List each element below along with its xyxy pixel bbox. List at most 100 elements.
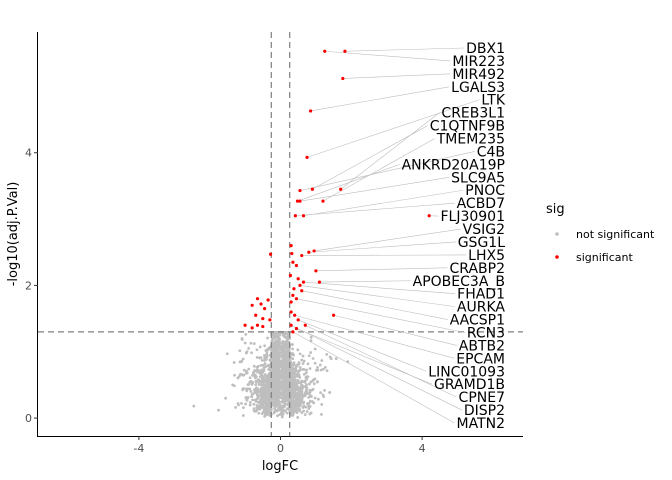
ns-point: [267, 381, 271, 385]
ns-point: [294, 366, 297, 370]
ns-point: [262, 380, 266, 384]
ns-point: [292, 370, 296, 373]
ns-point: [263, 356, 267, 360]
gene-label: ACBD7: [457, 196, 505, 212]
ns-point: [291, 413, 295, 416]
label-leader: [301, 254, 467, 256]
ns-point: [286, 343, 289, 347]
ns-point: [295, 364, 299, 368]
ns-point: [311, 379, 314, 383]
ns-point: [244, 402, 248, 406]
ns-point: [269, 379, 273, 382]
ns-point: [280, 376, 283, 380]
sig-point: [343, 49, 347, 53]
ns-point: [253, 369, 257, 372]
ns-point: [255, 348, 259, 352]
ns-point: [276, 364, 280, 368]
label-leader: [295, 202, 455, 217]
ns-point: [250, 392, 254, 396]
ns-point: [261, 399, 264, 403]
ns-point: [266, 336, 269, 340]
ns-point: [265, 384, 269, 388]
ns-point: [256, 400, 260, 404]
ns-point: [281, 351, 285, 355]
ns-point: [284, 362, 288, 366]
sig-point: [301, 280, 306, 284]
ns-point: [255, 408, 259, 411]
ns-point: [322, 367, 325, 371]
ns-point: [274, 395, 278, 399]
label-leader: [298, 319, 427, 372]
ns-point: [263, 389, 267, 392]
ns-point: [276, 414, 279, 418]
ns-point: [264, 358, 268, 361]
ns-point: [290, 401, 294, 405]
legend-key: [555, 255, 559, 259]
ns-point: [286, 379, 290, 383]
ns-point: [298, 366, 302, 369]
label-leader: [299, 177, 450, 202]
ns-point: [240, 360, 243, 364]
gene-label: APOBEC3A_B: [413, 274, 505, 290]
ns-point: [283, 371, 286, 375]
ns-point: [238, 349, 242, 353]
ns-point: [261, 393, 265, 397]
ns-point: [263, 415, 267, 418]
gene-label: C4B: [477, 144, 505, 160]
ns-point: [252, 409, 256, 412]
ns-point: [255, 355, 259, 359]
ns-point: [247, 383, 251, 386]
not-significant-points: [192, 331, 350, 419]
sig-point: [298, 188, 302, 193]
ns-point: [280, 415, 284, 419]
sig-point: [292, 287, 296, 291]
ns-point: [275, 335, 279, 339]
ns-point: [262, 408, 266, 411]
sig-point: [294, 297, 299, 301]
ns-point: [264, 391, 268, 395]
ns-point: [249, 341, 253, 345]
ns-point: [256, 370, 259, 374]
ns-point: [260, 358, 264, 362]
ns-point: [282, 365, 286, 369]
ns-point: [258, 356, 262, 360]
sig-point: [427, 214, 431, 218]
sig-point: [294, 263, 299, 268]
ns-point: [283, 359, 287, 363]
ns-point: [276, 402, 280, 406]
ns-point: [278, 396, 281, 400]
ns-point: [240, 337, 244, 340]
ns-point: [328, 355, 332, 359]
ns-point: [236, 402, 240, 405]
ns-point: [245, 389, 249, 393]
ns-point: [278, 340, 281, 344]
ns-point: [307, 354, 311, 358]
ns-point: [280, 411, 283, 415]
ns-point: [316, 366, 319, 369]
ns-point: [267, 411, 271, 414]
label-leader: [324, 50, 451, 62]
ns-point: [273, 397, 277, 401]
ns-point: [298, 409, 301, 413]
ns-point: [256, 364, 260, 368]
sig-point: [303, 323, 307, 327]
ns-point: [242, 368, 246, 372]
ns-point: [245, 398, 249, 401]
ns-point: [325, 353, 329, 356]
sig-point: [332, 313, 336, 317]
ns-point: [277, 405, 281, 409]
ns-point: [297, 393, 301, 397]
sig-point: [301, 214, 306, 218]
sig-point: [293, 313, 297, 317]
ns-point: [248, 403, 252, 407]
sig-point: [298, 283, 302, 288]
ns-point: [300, 358, 304, 362]
ns-point: [283, 398, 287, 402]
ns-point: [291, 397, 295, 401]
label-leader: [315, 267, 448, 272]
gene-label: AACSP1: [450, 313, 505, 329]
ns-point: [300, 411, 304, 415]
gene-label: SLC9A5: [451, 170, 505, 186]
ns-point: [293, 378, 297, 382]
ns-point: [276, 387, 280, 391]
